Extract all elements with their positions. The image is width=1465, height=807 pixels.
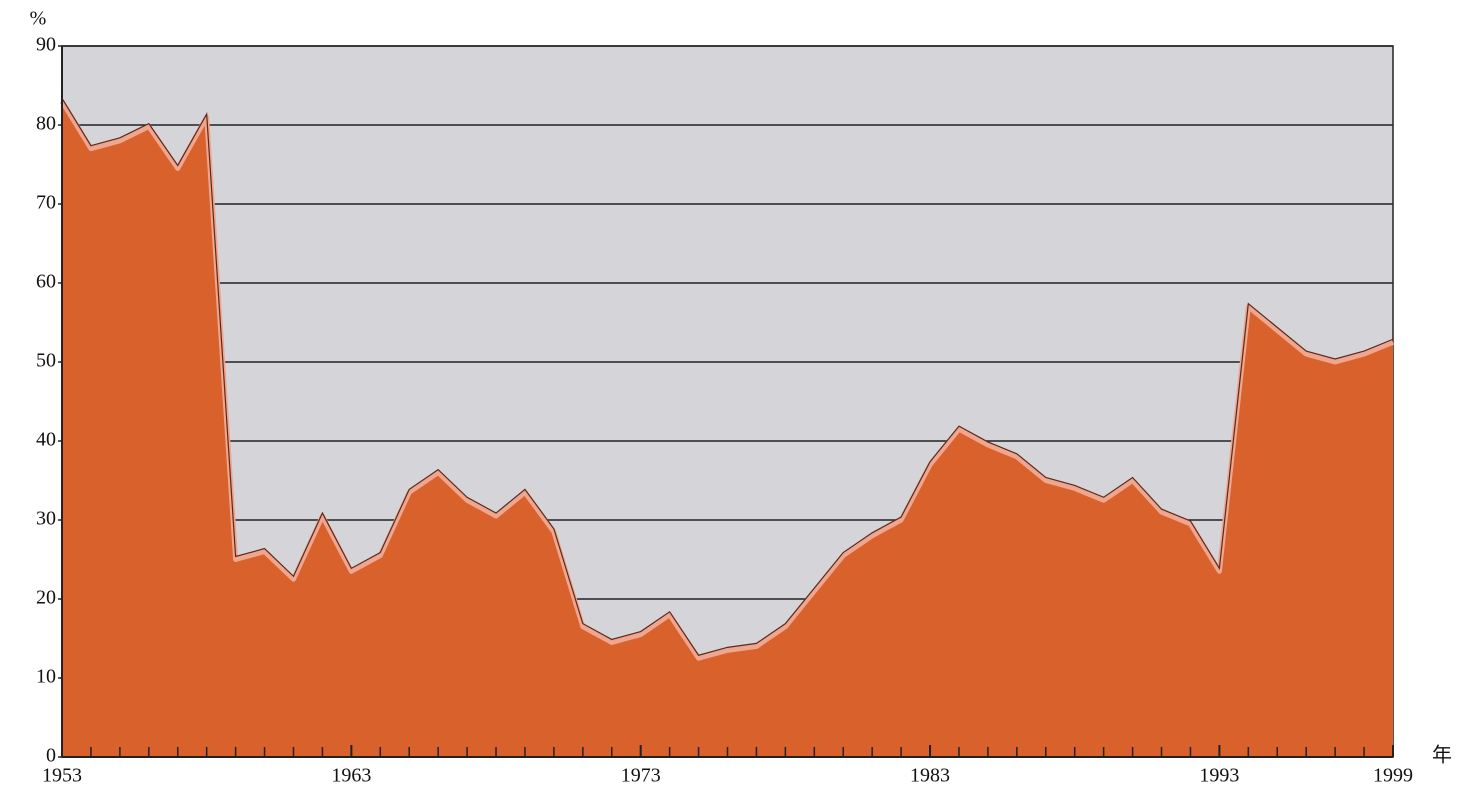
x-tick-label: 1999 (1373, 765, 1413, 787)
y-tick-label: 50 (36, 350, 56, 372)
x-axis-label: 年 (1432, 744, 1452, 767)
y-tick-label: 60 (36, 271, 56, 293)
x-tick-label: 1983 (910, 765, 950, 787)
x-tick-label: 1963 (331, 765, 371, 787)
y-tick-label: 0 (46, 745, 56, 767)
x-tick-label: 1973 (621, 765, 661, 787)
y-tick-label: 40 (36, 429, 56, 451)
x-tick-label: 1993 (1199, 765, 1239, 787)
x-tick-label: 1953 (42, 765, 82, 787)
y-tick-label: 90 (36, 34, 56, 56)
area (62, 101, 1393, 758)
area-edge (59, 99, 1394, 661)
y-tick-label: 10 (36, 666, 56, 688)
y-tick-label: 20 (36, 587, 56, 609)
area-outline (61, 97, 1394, 656)
y-tick-label: 30 (36, 508, 56, 530)
y-axis-label: % (30, 8, 47, 30)
y-tick-label: 80 (36, 113, 56, 135)
y-tick-label: 70 (36, 192, 56, 214)
